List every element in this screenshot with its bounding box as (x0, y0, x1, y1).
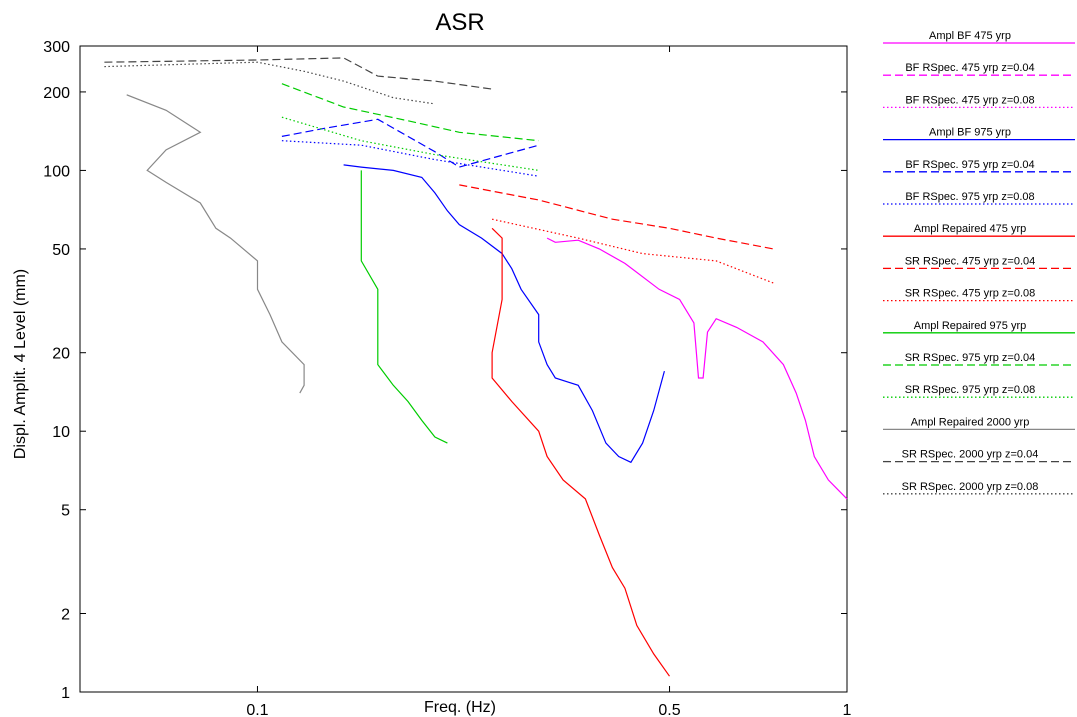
legend: Ampl BF 475 yrp BF RSpec. 475 yrp z=0.04 B… (883, 30, 1075, 495)
x-tick-label: 0.1 (246, 702, 268, 717)
series-line-12 (281, 116, 539, 171)
series-line-5 (281, 118, 539, 168)
legend-label: SR RSpec. 475 yrp z=0.04 (905, 255, 1036, 267)
y-axis-label: Displ. Amplit. 4 Level (mm) (12, 269, 29, 459)
series-line-7 (491, 227, 670, 677)
series-line-1 (546, 237, 848, 500)
y-tick-label: 10 (52, 424, 70, 441)
y-tick-label: 300 (43, 39, 70, 56)
legend-label: SR RSpec. 975 yrp z=0.08 (905, 384, 1036, 396)
legend-label: Ampl Repaired 2000 yrp (911, 416, 1030, 428)
plot-area (79, 45, 848, 693)
legend-label: BF RSpec. 475 yrp z=0.08 (905, 94, 1034, 106)
series-line-9 (491, 218, 774, 284)
legend-label: Ampl BF 975 yrp (929, 127, 1011, 139)
x-axis-label: Freq. (Hz) (424, 699, 496, 716)
series-line-6 (281, 140, 539, 177)
legend-label: BF RSpec. 975 yrp z=0.04 (905, 159, 1034, 171)
axes: 1 2 5 10 20 50 100 200 300 0.1 0.5 1 (43, 39, 851, 717)
legend-label: SR RSpec. 2000 yrp z=0.08 (902, 481, 1039, 493)
plot-frame (79, 45, 848, 693)
legend-label: Ampl Repaired 475 yrp (914, 223, 1027, 235)
y-tick-label: 50 (52, 242, 70, 259)
legend-label: SR RSpec. 975 yrp z=0.04 (905, 352, 1036, 364)
legend-label: Ampl BF 475 yrp (929, 30, 1011, 42)
y-tick-label: 1 (61, 685, 70, 702)
legend-label: BF RSpec. 475 yrp z=0.04 (905, 62, 1034, 74)
legend-label: SR RSpec. 2000 yrp z=0.04 (902, 449, 1039, 461)
y-tick-label: 5 (61, 503, 70, 520)
series-line-11 (281, 83, 539, 142)
legend-label: Ampl Repaired 975 yrp (914, 320, 1027, 332)
y-tick-label: 100 (43, 163, 70, 180)
series-line-14 (104, 57, 493, 90)
y-tick-label: 2 (61, 606, 70, 623)
series-line-15 (104, 61, 435, 105)
series-line-10 (360, 170, 448, 444)
x-tick-label: 1 (843, 702, 852, 717)
legend-label: BF RSpec. 975 yrp z=0.08 (905, 191, 1034, 203)
series-line-8 (459, 184, 774, 250)
y-tick-label: 200 (43, 85, 70, 102)
series-line-13 (126, 94, 305, 394)
chart-title: ASR (435, 9, 484, 36)
series-line-4 (343, 164, 665, 464)
x-tick-label: 0.5 (658, 702, 680, 717)
legend-label: SR RSpec. 475 yrp z=0.08 (905, 288, 1036, 300)
series-layer (104, 57, 848, 677)
y-tick-label: 20 (52, 346, 70, 363)
